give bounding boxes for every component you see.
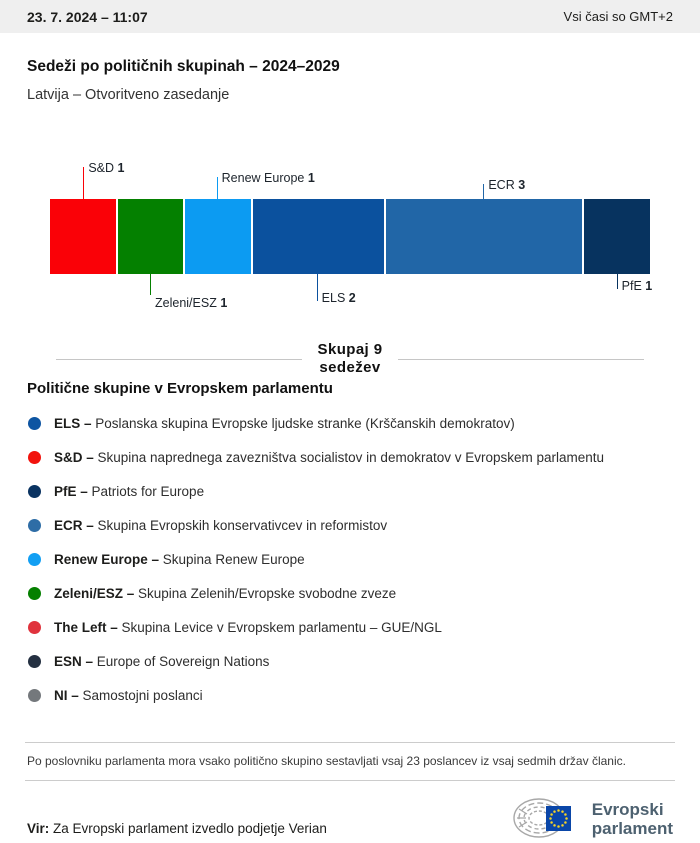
legend-item-ni: NI – Samostojni poslanci (27, 678, 673, 712)
logo-wordmark: Evropski parlament (592, 800, 673, 838)
legend-label: S&D – Skupina naprednega zavezništva soc… (54, 449, 605, 465)
legend-dot-icon (28, 484, 41, 498)
logo-line2: parlament (591, 819, 673, 838)
segment-callout-Zeleni/ESZ: Zeleni/ESZ 1 (150, 274, 227, 310)
segment-label: PfE 1 (621, 279, 653, 293)
bar-segment-S&D[interactable] (50, 199, 116, 274)
bar-segment-Renew Europe[interactable] (185, 199, 251, 274)
stacked-bar (50, 199, 651, 274)
total-row: Skupaj 9 sedežev (56, 341, 644, 377)
legend-label: Renew Europe – Skupina Renew Europe (54, 551, 305, 567)
legend-dot-icon (28, 450, 41, 464)
footnote-divider-top (25, 742, 675, 743)
total-seats-label: Skupaj 9 sedežev (317, 341, 383, 376)
source-row: Vir: Za Evropski parlament izvedlo podje… (27, 795, 673, 843)
segment-callout-PfE: PfE 1 (616, 274, 652, 293)
legend-heading: Politične skupine v Evropskem parlamentu (27, 380, 333, 397)
segment-callout-Renew Europe: Renew Europe 1 (216, 171, 315, 199)
legend-item-zeleni-esz: Zeleni/ESZ – Skupina Zelenih/Evropske sv… (27, 576, 673, 610)
total-divider-left (56, 358, 302, 360)
datetime-label: 23. 7. 2024 – 11:07 (27, 8, 148, 25)
european-parliament-logo: Evropski parlament (513, 795, 673, 843)
segment-label: ELS 2 (321, 291, 356, 305)
seats-chart: S&D 1 Zeleni/ESZ 1 Renew Europe 1 ELS 2 ECR … (50, 149, 652, 329)
legend-label: ECR – Skupina Evropskih konservativcev i… (54, 517, 388, 533)
legend-dot-icon (28, 586, 41, 600)
legend-label: Zeleni/ESZ – Skupina Zelenih/Evropske sv… (54, 585, 397, 601)
bar-segment-PfE[interactable] (584, 199, 651, 274)
page-subtitle: Latvija – Otvoritveno zasedanje (27, 87, 230, 103)
segment-label: Renew Europe 1 (221, 171, 315, 185)
page-title: Sedeži po političnih skupinah – 2024–202… (27, 58, 340, 75)
bar-segment-ECR[interactable] (385, 199, 583, 274)
footnote-divider-bottom (25, 780, 675, 781)
eu-flag-stars (549, 809, 568, 828)
legend-item-pfe: PfE – Patriots for Europe (27, 474, 673, 508)
legend-item-renew-europe: Renew Europe – Skupina Renew Europe (27, 542, 673, 576)
segment-callout-ECR: ECR 3 (483, 178, 525, 199)
source-value: Za Evropski parlament izvedlo podjetje V… (53, 820, 327, 836)
legend-dot-icon (28, 654, 41, 668)
bar-segment-Zeleni/ESZ[interactable] (117, 199, 184, 274)
segment-callout-S&D: S&D 1 (83, 161, 124, 199)
source-text: Vir: Za Evropski parlament izvedlo podje… (27, 803, 327, 836)
parliament-hemicycle-icon (513, 798, 571, 838)
legend-list: ELS – Poslanska skupina Evropske ljudske… (27, 406, 673, 712)
legend-dot-icon (28, 620, 41, 634)
bar-segment-ELS[interactable] (252, 199, 384, 274)
legend-item-the-left: The Left – Skupina Levice v Evropskem pa… (27, 610, 673, 644)
legend-item-els: ELS – Poslanska skupina Evropske ljudske… (27, 406, 673, 440)
legend-label: NI – Samostojni poslanci (54, 687, 203, 703)
segment-label: ECR 3 (488, 178, 526, 192)
legend-dot-icon (28, 552, 41, 566)
logo-line1: Evropski (591, 799, 664, 819)
legend-item-esn: ESN – Europe of Sovereign Nations (27, 644, 673, 678)
legend-label: ELS – Poslanska skupina Evropske ljudske… (54, 415, 515, 431)
legend-label: ESN – Europe of Sovereign Nations (54, 653, 270, 669)
top-bar: 23. 7. 2024 – 11:07 Vsi časi so GMT+2 (0, 0, 700, 33)
segment-callout-ELS: ELS 2 (316, 274, 356, 305)
total-divider-right (398, 358, 644, 360)
legend-label: The Left – Skupina Levice v Evropskem pa… (54, 619, 442, 635)
legend-item-ecr: ECR – Skupina Evropskih konservativcev i… (27, 508, 673, 542)
legend-dot-icon (28, 688, 41, 702)
legend-dot-icon (28, 518, 41, 532)
source-label: Vir: (27, 820, 50, 836)
legend-label: PfE – Patriots for Europe (54, 483, 205, 499)
legend-item-s-d: S&D – Skupina naprednega zavezništva soc… (27, 440, 673, 474)
legend-dot-icon (28, 416, 41, 430)
segment-label: S&D 1 (88, 161, 125, 175)
segment-label: Zeleni/ESZ 1 (155, 296, 228, 310)
timezone-note: Vsi časi so GMT+2 (563, 9, 673, 24)
footnote-text: Po poslovniku parlamenta mora vsako poli… (27, 754, 626, 768)
